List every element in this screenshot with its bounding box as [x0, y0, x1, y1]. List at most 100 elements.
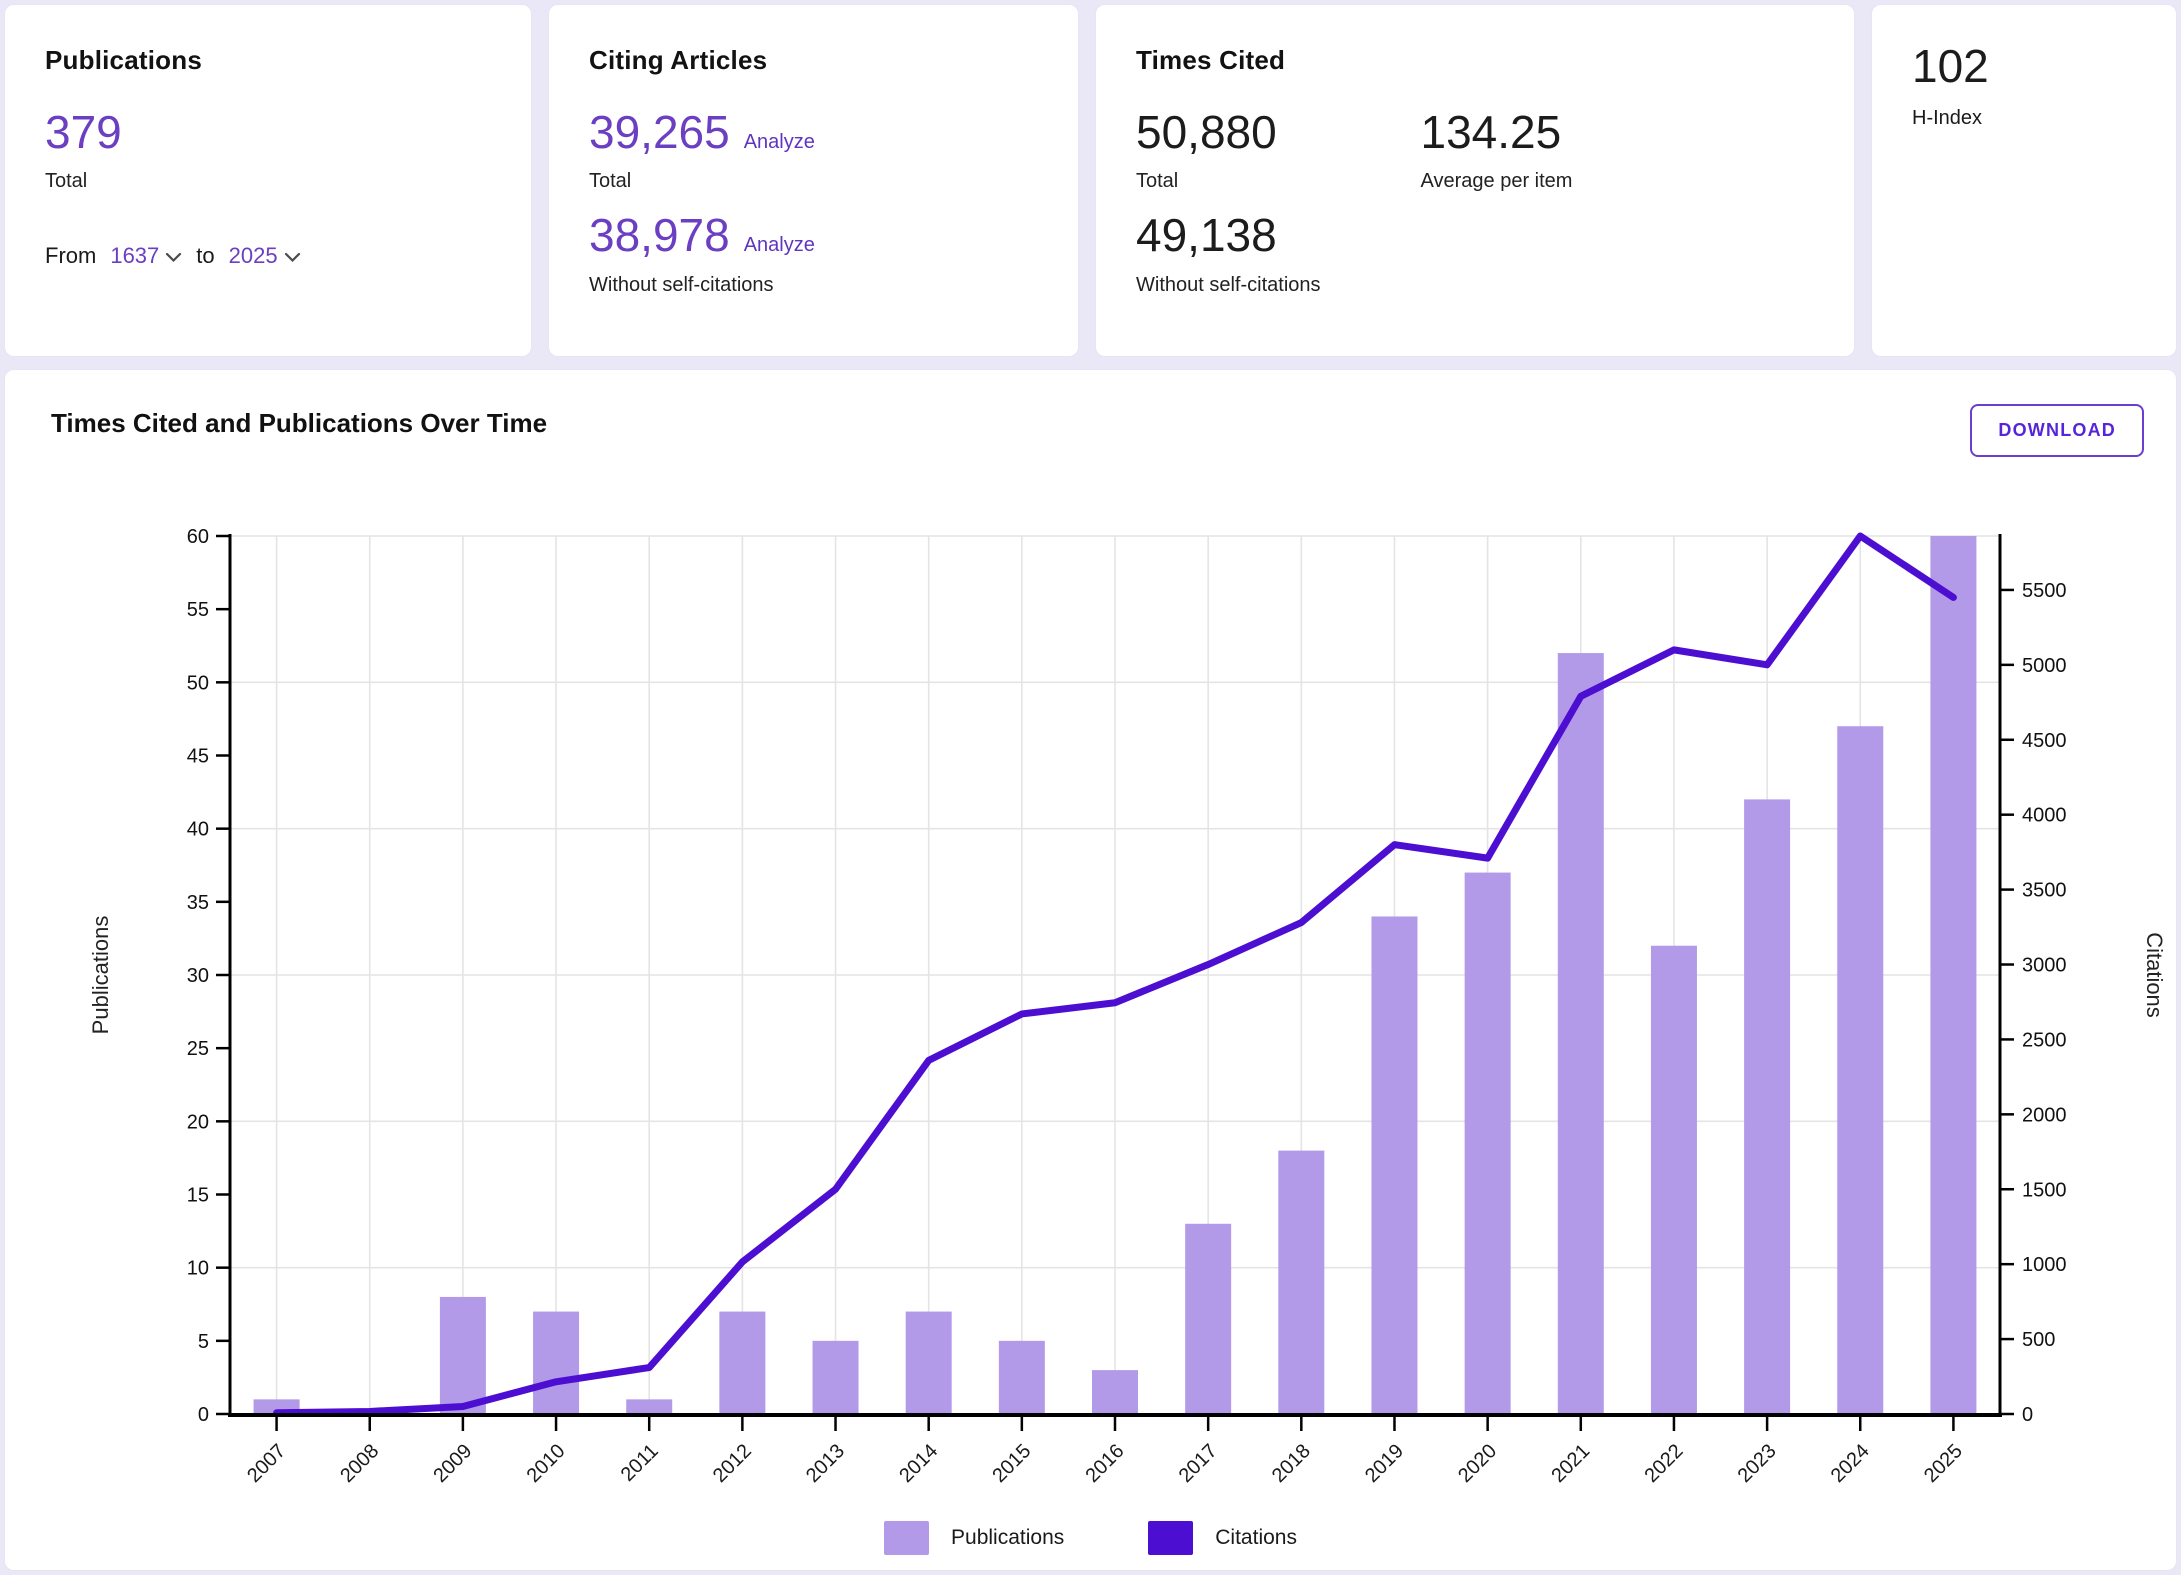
- svg-text:10: 10: [187, 1258, 209, 1280]
- publications-bars: [253, 536, 1977, 1414]
- svg-text:35: 35: [187, 892, 209, 914]
- svg-text:2013: 2013: [802, 1440, 849, 1487]
- times-cited-average-label: Average per item: [1420, 170, 1573, 193]
- svg-text:0: 0: [2022, 1404, 2033, 1426]
- svg-text:15: 15: [187, 1185, 209, 1207]
- publications-bar-2016: [1092, 1370, 1138, 1414]
- citations-publications-chart: 0510152025303540455055600500100015002000…: [88, 526, 2167, 1487]
- svg-text:2014: 2014: [895, 1440, 942, 1487]
- publications-bar-2020: [1464, 872, 1511, 1414]
- to-year-value: 2025: [228, 243, 278, 269]
- svg-text:2007: 2007: [243, 1440, 290, 1487]
- svg-text:4500: 4500: [2022, 730, 2067, 752]
- citing-articles-total-label: Total: [589, 170, 632, 193]
- from-year-select[interactable]: 1637: [110, 243, 182, 269]
- legend-item-citations[interactable]: Citations: [1148, 1521, 1297, 1555]
- publications-bar-2013: [812, 1340, 859, 1414]
- analyze-link[interactable]: Analyze: [743, 234, 815, 257]
- download-button[interactable]: DOWNLOAD: [1970, 404, 2144, 457]
- times-cited-total-value: 50,880: [1136, 106, 1277, 158]
- times-cited-without-value: 49,138: [1136, 209, 1277, 262]
- svg-text:4000: 4000: [2022, 805, 2067, 827]
- chart-legend: Publications Citations: [5, 1521, 2176, 1555]
- svg-text:2000: 2000: [2022, 1104, 2067, 1126]
- h-index-value: 102: [1912, 40, 1989, 92]
- svg-text:2500: 2500: [2022, 1029, 2067, 1051]
- right-axis-title: Citations: [2142, 932, 2167, 1018]
- svg-text:2023: 2023: [1734, 1440, 1781, 1487]
- svg-text:2008: 2008: [336, 1440, 383, 1487]
- analyze-link[interactable]: Analyze: [743, 131, 815, 153]
- citing-articles-without-value: 38,978: [589, 209, 730, 262]
- h-index-card: 102 H-Index: [1871, 4, 2177, 357]
- publications-bar-2019: [1371, 916, 1418, 1414]
- citations-line: [273, 532, 1957, 1417]
- svg-text:2016: 2016: [1082, 1440, 1129, 1487]
- svg-text:2018: 2018: [1268, 1440, 1315, 1487]
- svg-text:2017: 2017: [1175, 1440, 1222, 1487]
- times-cited-publications-panel: Times Cited and Publications Over Time D…: [4, 369, 2177, 1571]
- svg-text:2021: 2021: [1547, 1440, 1594, 1487]
- publications-card-title: Publications: [45, 45, 202, 75]
- svg-text:50: 50: [187, 672, 209, 694]
- times-cited-average-value: 134.25: [1420, 106, 1562, 158]
- publications-bar-2012: [719, 1311, 766, 1414]
- publications-bar-2010: [533, 1311, 580, 1414]
- svg-text:30: 30: [187, 965, 209, 987]
- from-year-value: 1637: [110, 243, 160, 269]
- publications-bar-2025: [1930, 536, 1977, 1414]
- svg-text:2025: 2025: [1920, 1440, 1967, 1487]
- publications-bar-2009: [439, 1296, 486, 1414]
- publications-bar-2011: [626, 1399, 673, 1414]
- svg-text:20: 20: [187, 1111, 209, 1133]
- svg-text:3500: 3500: [2022, 880, 2067, 902]
- publications-bar-2021: [1557, 653, 1604, 1414]
- to-year-select[interactable]: 2025: [229, 243, 301, 269]
- svg-text:2022: 2022: [1640, 1440, 1687, 1487]
- citing-articles-card-title: Citing Articles: [589, 45, 768, 75]
- legend-label-citations: Citations: [1215, 1526, 1297, 1549]
- publications-year-range: From 1637 to 2025: [45, 243, 495, 269]
- svg-text:1500: 1500: [2022, 1179, 2067, 1201]
- publications-bar-2014: [905, 1311, 952, 1414]
- svg-text:5000: 5000: [2022, 655, 2067, 677]
- chevron-down-icon: [165, 243, 182, 269]
- svg-text:55: 55: [187, 599, 209, 621]
- chevron-down-icon: [284, 243, 301, 269]
- publications-bar-2024: [1837, 726, 1884, 1414]
- times-cited-total-label: Total: [1136, 170, 1179, 193]
- h-index-label: H-Index: [1912, 107, 1983, 129]
- publications-bar-2022: [1650, 945, 1697, 1414]
- svg-text:25: 25: [187, 1038, 209, 1060]
- svg-text:1000: 1000: [2022, 1254, 2067, 1276]
- times-cited-card-title: Times Cited: [1136, 45, 1286, 75]
- svg-text:3000: 3000: [2022, 955, 2067, 977]
- publications-bar-2015: [998, 1340, 1045, 1414]
- publications-card: Publications 379 Total From 1637 to 2025: [4, 4, 532, 357]
- svg-text:2024: 2024: [1827, 1440, 1874, 1487]
- legend-label-publications: Publications: [951, 1526, 1065, 1549]
- publications-total-value: 379: [45, 106, 122, 158]
- publications-bar-2017: [1185, 1223, 1232, 1414]
- svg-text:60: 60: [187, 526, 209, 548]
- legend-item-publications[interactable]: Publications: [884, 1521, 1064, 1555]
- svg-text:45: 45: [187, 746, 209, 768]
- chart-header: Times Cited and Publications Over Time D…: [5, 370, 2176, 470]
- svg-text:2010: 2010: [523, 1440, 570, 1487]
- chart-title: Times Cited and Publications Over Time: [51, 408, 548, 438]
- summary-cards-row: Publications 379 Total From 1637 to 2025…: [0, 0, 2181, 357]
- times-cited-without-label: Without self-citations: [1136, 273, 1321, 296]
- svg-text:5500: 5500: [2022, 580, 2067, 602]
- svg-text:40: 40: [187, 819, 209, 841]
- svg-text:0: 0: [198, 1404, 209, 1426]
- svg-text:2020: 2020: [1454, 1440, 1501, 1487]
- svg-text:500: 500: [2022, 1329, 2055, 1351]
- svg-text:2019: 2019: [1361, 1440, 1408, 1487]
- citing-articles-without-label: Without self-citations: [589, 273, 774, 296]
- citing-articles-card: Citing Articles 39,265 Analyze Total 38,…: [548, 4, 1079, 357]
- publications-bar-2023: [1744, 799, 1791, 1414]
- publications-bar-2018: [1278, 1150, 1325, 1414]
- publications-swatch: [884, 1521, 930, 1555]
- publications-total-label: Total: [45, 170, 88, 193]
- svg-text:2012: 2012: [709, 1440, 756, 1487]
